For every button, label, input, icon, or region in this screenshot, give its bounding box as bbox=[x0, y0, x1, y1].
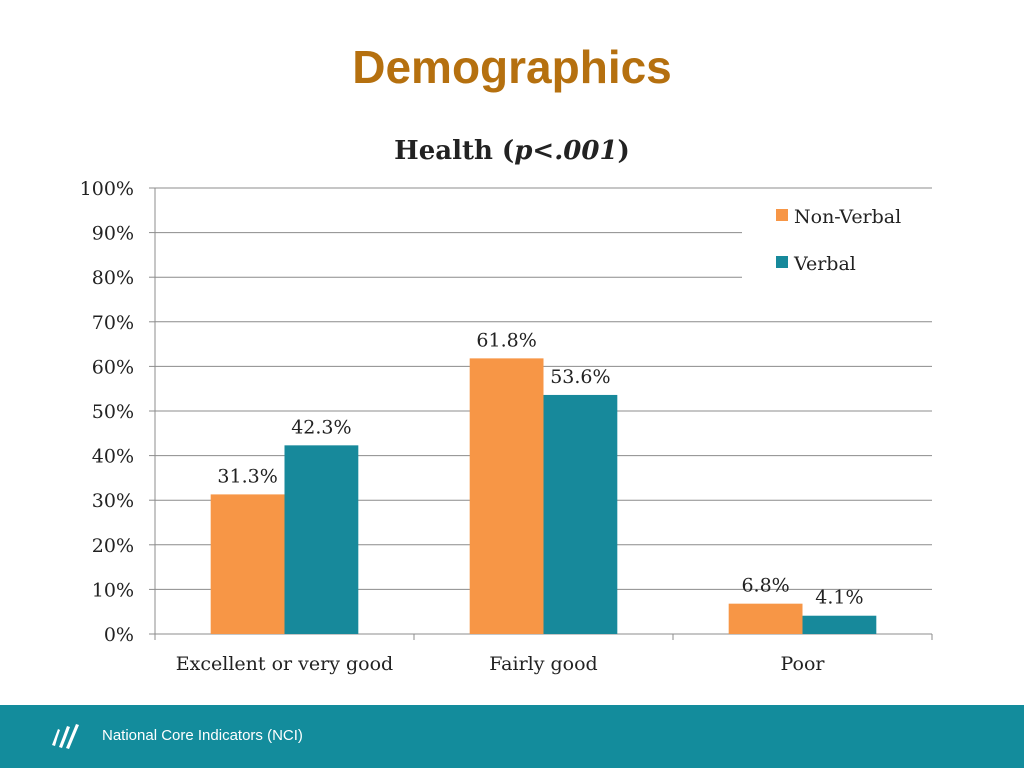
y-tick-label: 50% bbox=[92, 401, 134, 423]
bar-verbal bbox=[543, 394, 618, 634]
y-tick-label: 100% bbox=[80, 178, 134, 200]
y-tick-label: 20% bbox=[92, 535, 134, 557]
bar-verbal bbox=[802, 615, 877, 634]
chart-title: Health (p<.001) bbox=[394, 136, 630, 166]
bar-nonverbal bbox=[210, 494, 285, 634]
legend-label: Non-Verbal bbox=[794, 206, 901, 228]
footer-bar: National Core Indicators (NCI) bbox=[0, 705, 1024, 768]
nci-logo-icon bbox=[52, 724, 79, 749]
data-label: 6.8% bbox=[741, 575, 789, 597]
x-tick-label: Excellent or very good bbox=[176, 653, 393, 675]
x-tick-label: Poor bbox=[781, 653, 826, 675]
chart-title-suffix: ) bbox=[618, 136, 630, 166]
chart-title-prefix: Health ( bbox=[394, 136, 514, 166]
footer-text: National Core Indicators (NCI) bbox=[102, 727, 303, 744]
data-labels: 31.3% 42.3% 61.8% 53.6% 6.8% 4.1% bbox=[217, 329, 863, 608]
data-label: 42.3% bbox=[291, 416, 351, 438]
y-tick-label: 70% bbox=[92, 312, 134, 334]
legend: Non-Verbal Verbal bbox=[776, 206, 901, 275]
y-tick-label: 10% bbox=[92, 579, 134, 601]
chart-title-italic: p<.001 bbox=[514, 136, 617, 166]
y-tick-label: 90% bbox=[92, 223, 134, 245]
bars bbox=[210, 358, 877, 634]
x-tick-label: Fairly good bbox=[489, 653, 597, 675]
data-label: 4.1% bbox=[815, 587, 863, 609]
data-label: 61.8% bbox=[476, 329, 536, 351]
bar-nonverbal bbox=[469, 358, 544, 634]
slide-title: Demographics bbox=[352, 41, 672, 93]
axes: 0% 10% 20% 30% 40% 50% 60% 70% 80% 90% 100% Excelle… bbox=[80, 178, 933, 675]
y-tick-label: 40% bbox=[92, 446, 134, 468]
data-label: 31.3% bbox=[217, 465, 277, 487]
data-label: 53.6% bbox=[550, 366, 610, 388]
y-tick-label: 80% bbox=[92, 267, 134, 289]
y-tick-label: 60% bbox=[92, 356, 134, 378]
y-tick-label: 30% bbox=[92, 490, 134, 512]
legend-swatch bbox=[776, 209, 788, 221]
legend-swatch bbox=[776, 256, 788, 268]
legend-label: Verbal bbox=[793, 253, 856, 275]
health-bar-chart: Health (p<.001) 0% 10% 20% 30% 40% 50% 60% 70% 8… bbox=[80, 136, 933, 675]
bar-nonverbal bbox=[728, 603, 803, 634]
y-tick-label: 0% bbox=[104, 624, 134, 646]
bar-verbal bbox=[284, 445, 359, 634]
